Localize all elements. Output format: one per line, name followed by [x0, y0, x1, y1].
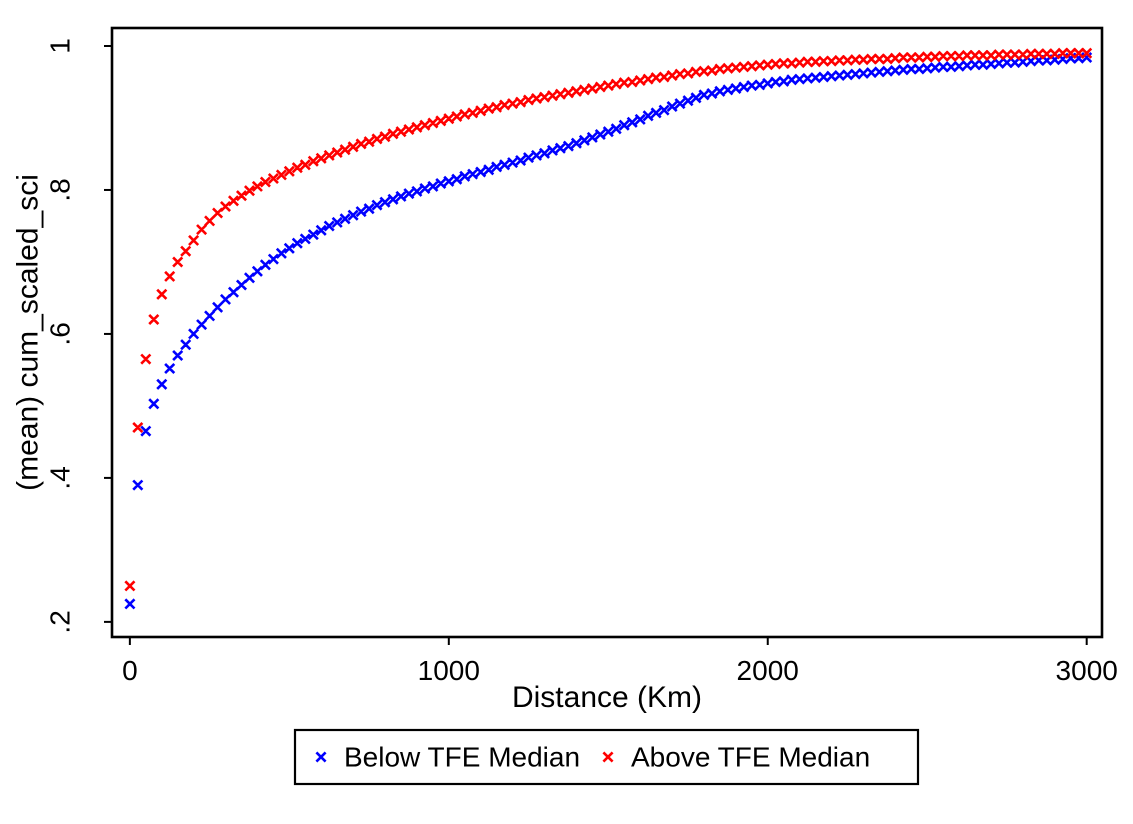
y-tick-label: .6 [45, 322, 76, 345]
y-tick-label: 1 [45, 38, 76, 54]
y-axis-title: (mean) cum_scaled_sci [12, 174, 45, 491]
x-tick-label: 2000 [737, 655, 799, 686]
x-tick-label: 0 [122, 655, 138, 686]
y-tick-label: .2 [45, 610, 76, 633]
plot-frame [110, 26, 1104, 639]
x-axis-title: Distance (Km) [512, 681, 702, 714]
legend-label: Above TFE Median [631, 742, 870, 773]
y-tick-label: .4 [45, 466, 76, 489]
series-points-above-tfe-median [124, 47, 1093, 592]
legend-x-marker-icon [315, 751, 327, 763]
x-tick-label: 3000 [1056, 655, 1118, 686]
legend-label: Below TFE Median [344, 742, 580, 773]
x-tick-label: 1000 [418, 655, 480, 686]
y-tick-label: .8 [45, 178, 76, 201]
series-points-below-tfe-median [124, 51, 1093, 610]
legend-x-marker-icon [602, 751, 614, 763]
